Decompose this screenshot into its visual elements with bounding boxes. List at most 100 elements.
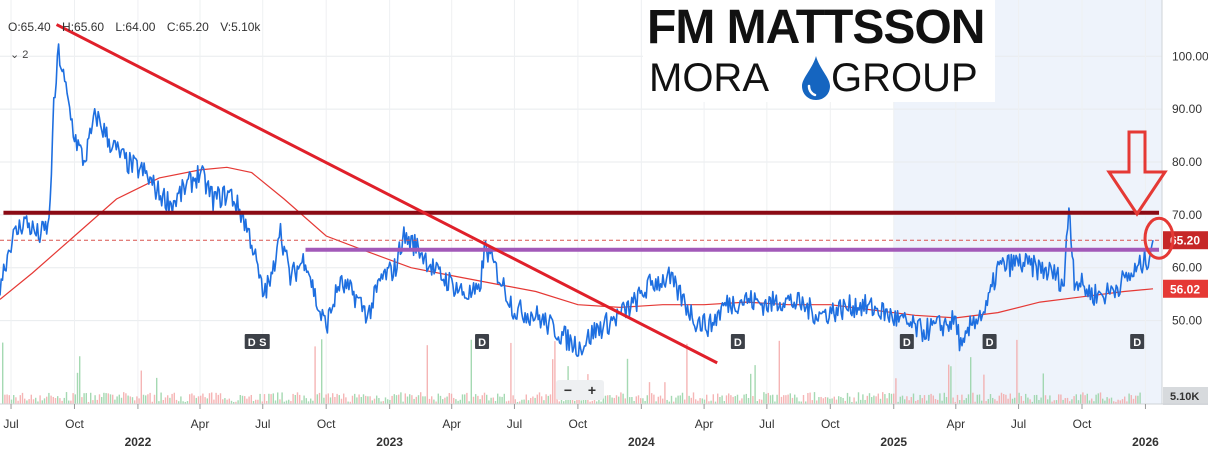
volume-bar (1062, 399, 1064, 404)
zoom-in-button[interactable]: + (587, 382, 597, 398)
marker-label: D (478, 337, 486, 349)
volume-bar (85, 393, 87, 404)
volume-bar (81, 397, 83, 404)
study-toggle[interactable]: ⌄ 2 (10, 49, 29, 61)
volume-bar (1106, 397, 1108, 404)
x-tick-label: Oct (821, 417, 840, 431)
volume-bar (470, 339, 472, 404)
volume-bar (1108, 398, 1110, 404)
volume-bar (653, 394, 655, 404)
volume-bar (910, 397, 912, 404)
volume-bar (785, 395, 787, 404)
price-series-line (0, 43, 1154, 357)
volume-bar (585, 398, 587, 404)
logo-line-1: FM MATTSSON (647, 1, 985, 54)
x-tick-label: Jul (255, 417, 270, 431)
volume-bar (272, 393, 274, 404)
volume-bar (65, 392, 68, 404)
volume-bar (855, 401, 857, 404)
volume-bar (461, 394, 464, 404)
x-tick-label: Oct (317, 417, 336, 431)
volume-bar (129, 396, 131, 404)
volume-bar (259, 393, 261, 404)
volume-bar (620, 392, 622, 404)
volume-bar (186, 401, 189, 404)
volume-bar (963, 400, 965, 404)
dividend-marker: D (475, 334, 490, 349)
volume-bar (816, 400, 818, 404)
volume-bar (877, 393, 879, 404)
volume-bar (970, 357, 972, 404)
volume-bar (263, 394, 266, 404)
water-drop-icon (802, 56, 830, 100)
volume-bar (387, 399, 389, 404)
volume-bar (468, 401, 470, 404)
zoom-out-button[interactable]: − (563, 382, 573, 398)
volume-bar (79, 356, 81, 404)
volume-bar (838, 396, 840, 404)
volume-bar (563, 401, 565, 404)
volume-bar (686, 343, 688, 404)
volume-bar (1005, 394, 1007, 404)
volume-bar (824, 397, 827, 404)
volume-bar (299, 394, 301, 404)
volume-bar (853, 397, 855, 404)
y-tick-label: 50.00 (1172, 314, 1202, 328)
volume-bar (547, 395, 549, 404)
volume-bar (4, 394, 6, 404)
volume-bar (142, 394, 145, 404)
volume-bar (688, 395, 690, 404)
volume-bar (118, 394, 120, 404)
x-tick-label: Apr (442, 417, 461, 431)
volume-bar (794, 394, 796, 404)
volume-bar (1025, 393, 1027, 404)
volume-bar (730, 395, 732, 404)
volume-bar (662, 398, 664, 404)
volume-bar (32, 399, 35, 404)
volume-bar (1069, 401, 1071, 404)
volume-bar (752, 396, 754, 404)
logo-word-mora: MORA (649, 56, 769, 100)
volume-bar (901, 395, 904, 404)
volume-bar (332, 393, 334, 404)
volume-bar (184, 401, 186, 404)
volume-bar (351, 395, 354, 404)
volume-bar (523, 399, 525, 404)
volume-bar (813, 392, 816, 404)
volume-bar (305, 398, 307, 404)
downtrend-line (55, 23, 718, 365)
logo-word-group: GROUP (831, 56, 978, 100)
volume-bar (252, 400, 255, 404)
volume-bar (1135, 395, 1137, 404)
volume-bar (882, 392, 884, 404)
volume-bar (534, 397, 536, 404)
volume-bar (745, 393, 747, 404)
volume-bar (281, 392, 283, 404)
x-tick-label: Apr (695, 417, 714, 431)
volume-bar (213, 399, 215, 404)
high-value: H:65.60 (62, 20, 105, 34)
marker-label: D (903, 337, 911, 349)
volume-bar (153, 394, 156, 404)
price-tag-label: 56.02 (1170, 282, 1200, 296)
volume-bar (580, 400, 582, 404)
y-tick-label: 100.00 (1172, 49, 1208, 63)
volume-bar (978, 394, 981, 404)
volume-bar (776, 394, 778, 404)
volume-bar (514, 399, 516, 404)
volume-bar (959, 400, 961, 404)
moving-average-line (0, 166, 1154, 319)
volume-bar (987, 398, 989, 404)
volume-bar (17, 400, 19, 404)
volume-bar (835, 399, 838, 404)
volume-bar (791, 397, 794, 404)
volume-bar (413, 398, 415, 404)
volume-bar (323, 397, 325, 404)
company-logo: FM MATTSSON MORA GROUP (643, 0, 995, 102)
volume-bar (380, 401, 382, 404)
volume-bar (283, 401, 285, 404)
volume-bar (994, 399, 996, 404)
marker-box (244, 334, 259, 349)
volume-bar (684, 399, 686, 404)
